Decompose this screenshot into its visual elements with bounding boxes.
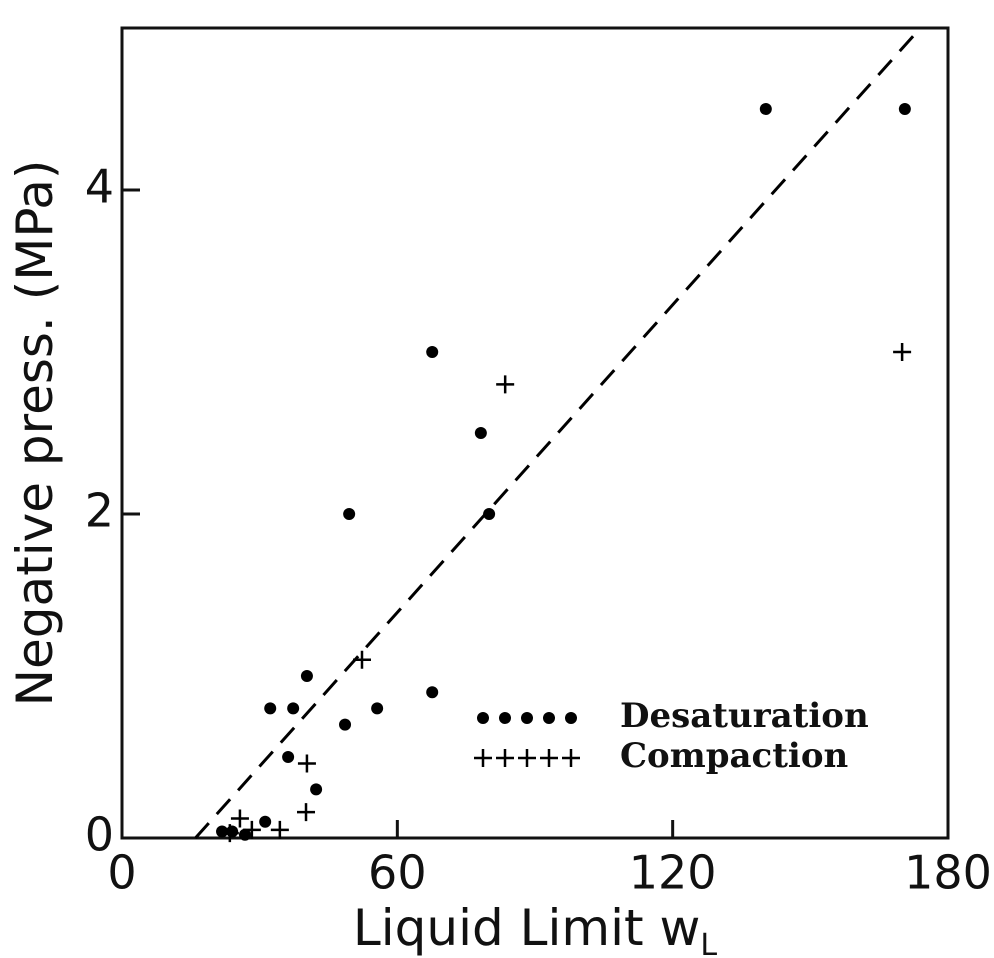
- legend-marker: [474, 749, 492, 767]
- point: [297, 754, 316, 773]
- x-axis-label-text: Liquid Limit w: [353, 899, 700, 957]
- legend-marker: [562, 749, 580, 767]
- point: [339, 718, 352, 731]
- x-axis-label-subscript: L: [700, 928, 717, 958]
- point: [264, 702, 277, 715]
- point: [474, 427, 487, 439]
- legend-marker: [565, 712, 577, 724]
- point: [216, 825, 229, 838]
- legend-marker: [521, 712, 533, 724]
- point: [238, 828, 251, 841]
- point: [226, 825, 239, 838]
- point: [270, 820, 289, 839]
- trend-line: [194, 26, 922, 840]
- point: [898, 103, 911, 115]
- point: [483, 508, 496, 520]
- x-tick-label: 180: [904, 846, 992, 900]
- y-tick-label: 2: [85, 484, 114, 538]
- legend-marker: [499, 712, 511, 724]
- point: [242, 820, 261, 839]
- point: [259, 815, 272, 828]
- point: [759, 103, 772, 115]
- y-axis-label: Negative press. (MPa): [6, 160, 64, 707]
- point: [371, 702, 384, 715]
- x-tick-label: 60: [368, 846, 427, 900]
- x-axis-label: Liquid Limit wL: [353, 899, 717, 958]
- point: [343, 508, 356, 520]
- legend-marker: [477, 712, 489, 724]
- point: [496, 375, 515, 394]
- point: [310, 783, 323, 796]
- legend-label: Desaturation: [620, 696, 869, 736]
- legend-marker: [518, 749, 536, 767]
- legend-marker: [496, 749, 514, 767]
- x-tick-label: 120: [629, 846, 717, 900]
- legend-label: Compaction: [620, 736, 848, 776]
- legend-marker: [543, 712, 555, 724]
- legend-marker: [540, 749, 558, 767]
- plot-frame: [120, 26, 950, 840]
- y-tick-label: 0: [85, 808, 114, 862]
- point: [220, 824, 239, 843]
- x-tick-label: 0: [107, 846, 136, 900]
- point: [300, 670, 313, 682]
- point: [893, 343, 912, 361]
- point: [282, 751, 295, 763]
- point: [287, 702, 300, 715]
- point: [352, 650, 371, 669]
- point: [230, 809, 249, 828]
- point: [426, 346, 439, 358]
- point: [297, 803, 316, 822]
- y-tick-label: 4: [85, 160, 114, 214]
- point: [426, 686, 439, 699]
